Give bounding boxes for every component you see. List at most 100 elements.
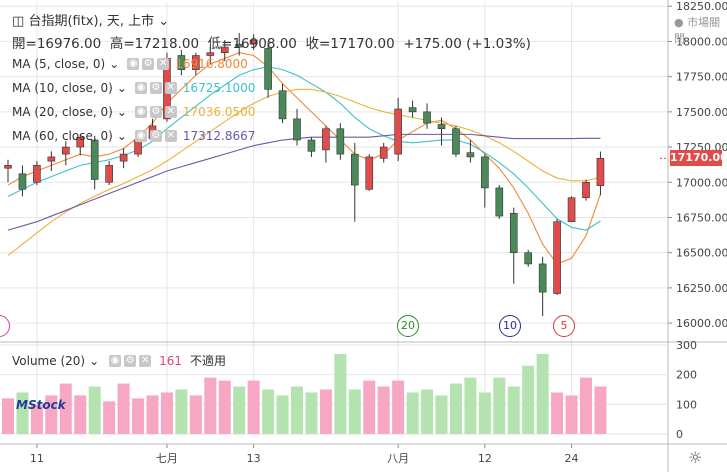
eye-icon[interactable]: ◉ <box>109 354 122 367</box>
candle-body <box>394 108 402 155</box>
market-status: ● 市場關閉 <box>674 16 721 45</box>
price-tick-label: 18000.00 <box>676 35 727 48</box>
close-icon[interactable]: ✕ <box>164 130 177 142</box>
dot-icon: ● <box>674 16 684 29</box>
volume-bar <box>449 383 462 434</box>
event-marker-10[interactable]: 10 <box>499 315 521 337</box>
candle-body <box>264 48 272 90</box>
candle-body <box>105 165 113 183</box>
ma5-line <box>7 52 601 265</box>
candle-body <box>567 197 576 222</box>
gear-icon[interactable]: ⚙ <box>149 130 162 142</box>
volume-tick-label: 200 <box>676 369 697 382</box>
ma-label: MA (5, close, 0) <box>12 57 106 71</box>
price-tick-label: 16250.00 <box>676 282 727 295</box>
event-marker-5[interactable]: 5 <box>553 315 575 337</box>
eye-icon[interactable]: ◉ <box>134 82 147 94</box>
eye-icon[interactable]: ◉ <box>134 106 147 118</box>
volume-bar <box>218 380 231 434</box>
candle-body <box>350 153 359 186</box>
time-tick-label: 13 <box>247 452 261 465</box>
settings-gear-icon[interactable]: ☼ <box>688 448 703 467</box>
chevron-down-icon[interactable]: ⌄ <box>89 353 100 368</box>
volume-bar <box>88 386 101 434</box>
candle-body <box>481 156 489 189</box>
ma-value: 16725.1000 <box>182 81 256 95</box>
volume-bar <box>291 386 303 434</box>
price-tick-label: 16750.00 <box>676 211 727 224</box>
volume-bar <box>204 377 217 434</box>
volume-bar <box>435 395 448 434</box>
ma-label: MA (10, close, 0) <box>12 81 113 95</box>
volume-bar <box>464 377 477 434</box>
ma-indicator-row[interactable]: MA (5, close, 0) ⌄ ◉ ⚙ ✕ 16916.8000 <box>12 57 248 71</box>
chevron-down-icon[interactable]: ⌄ <box>116 81 127 95</box>
volume-bar <box>247 380 260 434</box>
gear-icon[interactable]: ⚙ <box>124 354 137 367</box>
candle-body <box>524 252 533 265</box>
candle-body <box>4 165 12 169</box>
price-tick-label: 17750.00 <box>676 71 727 84</box>
volume-tick-label: 0 <box>676 428 683 441</box>
close-icon[interactable]: ✕ <box>164 82 177 94</box>
chevron-down-icon[interactable]: ⌄ <box>116 105 127 119</box>
change-pct: (+1.03%) <box>466 36 531 52</box>
candle-body <box>18 173 27 190</box>
volume-bar <box>117 383 130 434</box>
chevron-down-icon[interactable]: ⌄ <box>109 57 120 71</box>
eye-icon[interactable]: ◉ <box>134 130 147 142</box>
candle-body <box>235 43 243 48</box>
candle-body <box>596 158 605 186</box>
menu-icon[interactable]: ◫ <box>12 14 25 29</box>
chevron-down-icon[interactable]: ⌄ <box>116 129 127 143</box>
candle-body <box>509 212 518 253</box>
volume-bar <box>2 398 14 434</box>
high-value: 17218.00 <box>134 36 200 52</box>
ma-indicator-row[interactable]: MA (20, close, 0) ⌄ ◉ ⚙ ✕ 17036.0500 <box>12 105 255 119</box>
ma-indicator-row[interactable]: MA (60, close, 0) ⌄ ◉ ⚙ ✕ 17312.8667 <box>12 129 255 143</box>
gear-icon[interactable]: ⚙ <box>149 82 162 94</box>
event-marker-20[interactable]: 20 <box>397 315 419 337</box>
volume-bar <box>45 395 58 434</box>
volume-bar <box>319 389 332 434</box>
volume-bar <box>363 380 376 434</box>
price-tick-label: 16000.00 <box>676 317 727 330</box>
candle-body <box>322 128 330 151</box>
candle-body <box>249 39 258 45</box>
volume-bar <box>478 392 491 434</box>
volume-bar <box>276 395 289 434</box>
ma-value: 16916.8000 <box>175 57 248 71</box>
volume-legend[interactable]: Volume (20) ⌄ ◉ ⚙ ✕ 161 不適用 <box>12 352 226 369</box>
close-icon[interactable]: ✕ <box>139 354 152 367</box>
volume-bar <box>334 353 347 434</box>
price-tick-label: 17000.00 <box>676 176 727 189</box>
eye-icon[interactable]: ◉ <box>127 58 140 70</box>
volume-bar <box>536 353 549 434</box>
ma-indicator-row[interactable]: MA (10, close, 0) ⌄ ◉ ⚙ ✕ 16725.1000 <box>12 81 255 95</box>
volume-bar <box>189 395 202 434</box>
candle-body <box>466 152 475 158</box>
gear-icon[interactable]: ⚙ <box>149 106 162 118</box>
close-icon[interactable]: ✕ <box>164 106 177 118</box>
chevron-down-icon[interactable]: ⌄ <box>158 14 170 29</box>
ma20-line <box>7 88 601 256</box>
volume-bar <box>377 386 390 434</box>
symbol-header[interactable]: ◫ 台指期(fitx), 天, 上市 ⌄ <box>12 14 170 29</box>
ma-value: 17312.8667 <box>182 129 256 143</box>
volume-tick-label: 100 <box>676 398 697 411</box>
volume-bar <box>565 395 578 434</box>
candle-body <box>495 187 504 217</box>
gear-icon[interactable]: ⚙ <box>142 58 155 70</box>
volume-bar <box>160 392 173 434</box>
volume-bar <box>30 404 43 434</box>
market-label: 上市 <box>128 14 155 29</box>
volume-bar <box>132 398 145 434</box>
candle-body <box>452 128 460 155</box>
change-value: +175.00 <box>403 36 462 52</box>
ohlc-row: 開=16976.00 高=17218.00 低=16908.00 收=17170… <box>12 36 531 52</box>
candle-body <box>423 111 431 124</box>
volume-bar <box>551 392 564 434</box>
close-icon[interactable]: ✕ <box>157 58 170 70</box>
volume-bar <box>59 383 72 434</box>
